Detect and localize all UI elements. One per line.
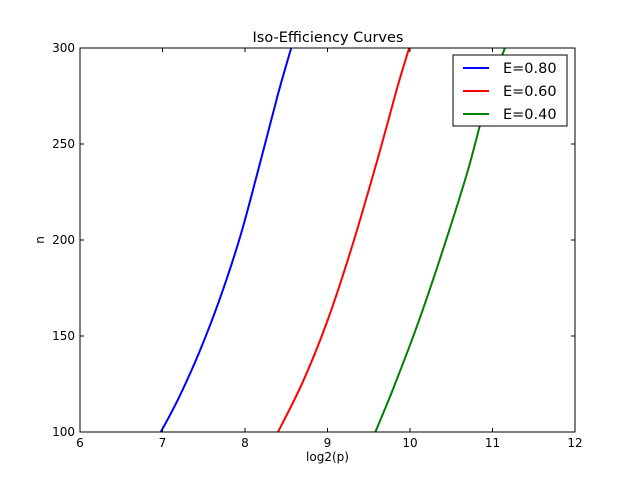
legend-label: E=0.40 [503,107,557,123]
x-tick-label: 7 [159,436,167,450]
series-line-2 [277,47,411,433]
x-tick-label: 8 [241,436,249,450]
legend-label: E=0.80 [503,61,557,77]
y-tick-label: 150 [52,329,75,343]
y-tick-label: 300 [52,41,75,55]
x-tick-label: 11 [485,436,500,450]
axis-tick-labels: 6 7 8 9 10 11 12 100 150 200 250 300 [52,41,583,450]
x-tick-label: 6 [76,436,84,450]
x-tick-label: 12 [567,436,582,450]
x-tick-label: 10 [402,436,417,450]
chart-title: Iso-Efficiency Curves [253,30,404,46]
y-tick-label: 100 [52,425,75,439]
series-line-1 [159,47,293,433]
y-axis-label: n [33,236,47,244]
axis-ticks [79,47,576,433]
y-tick-label: 250 [52,137,75,151]
legend-label: E=0.60 [503,84,557,100]
x-axis-label: log2(p) [306,450,349,464]
y-tick-label: 200 [52,233,75,247]
x-tick-label: 9 [324,436,332,450]
legend: E=0.80 E=0.60 E=0.40 [452,54,568,127]
